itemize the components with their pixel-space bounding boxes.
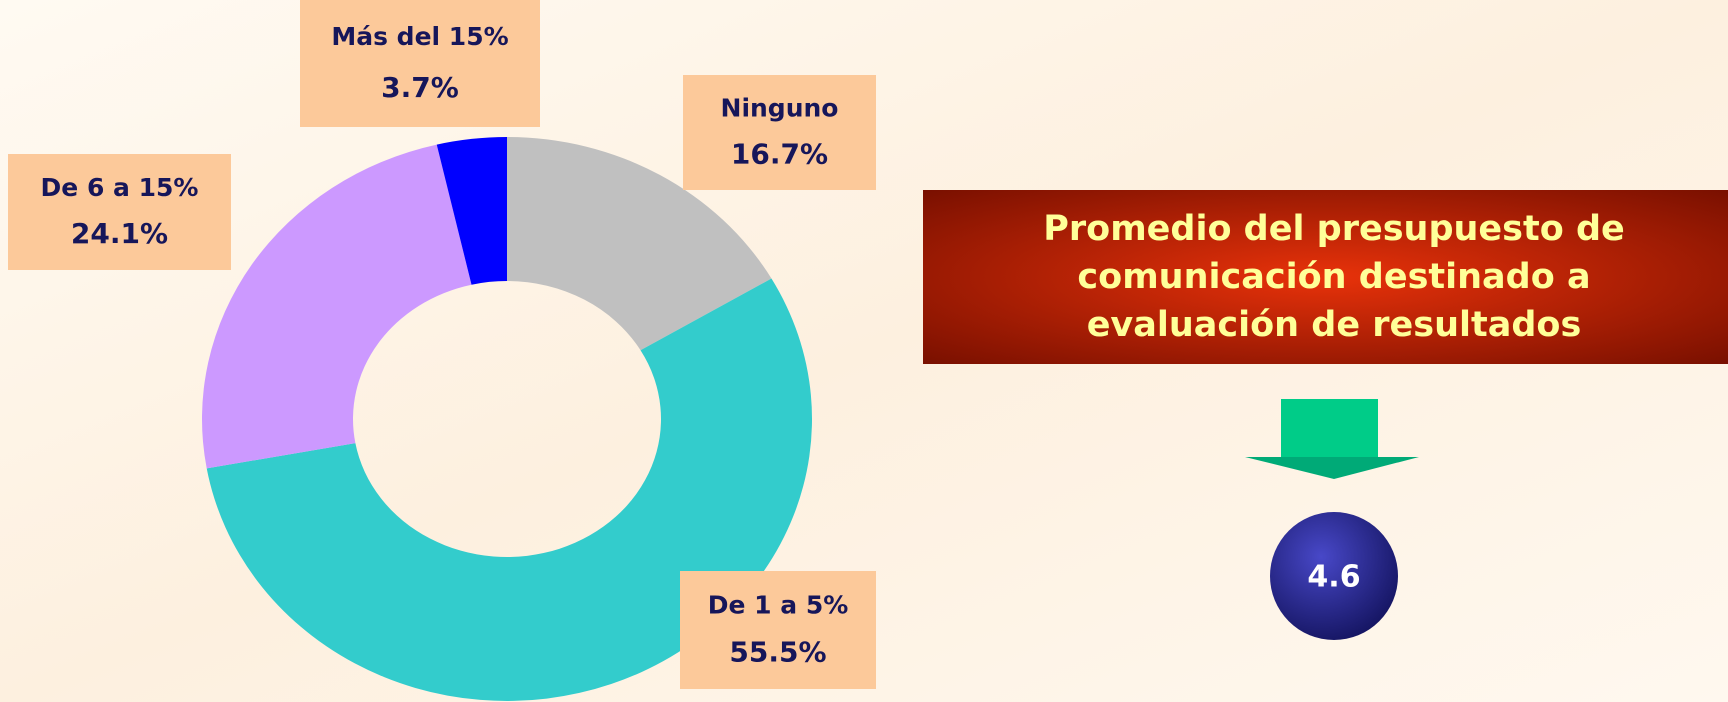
label-box [680, 571, 876, 689]
slice [436, 137, 507, 285]
label-box [8, 154, 231, 270]
donut-chart: Ninguno 16.7% De 1 a 5% 55.5% De 6 a 15% 24.1… [8, 0, 876, 702]
slice [206, 278, 813, 702]
value-label: 24.1% [71, 217, 168, 250]
category-label: Más del 15% [331, 22, 508, 51]
label-box [300, 0, 540, 127]
value-label: 16.7% [731, 138, 828, 171]
callout-title-line: Promedio del presupuesto de [1043, 209, 1625, 249]
slice [201, 144, 472, 469]
callout-value: 4.6 [1307, 560, 1360, 595]
value-label: 3.7% [381, 71, 459, 104]
value-label: 55.5% [729, 636, 826, 669]
callout-title-line: comunicación destinado a [1077, 257, 1590, 297]
callout-title-line: evaluación de resultados [1087, 305, 1582, 345]
arrow-head [1245, 457, 1419, 479]
callout-title: Promedio del presupuesto de comunicación … [1043, 209, 1625, 345]
category-label: De 6 a 15% [41, 173, 199, 202]
category-label: De 1 a 5% [708, 590, 849, 619]
arrow-shaft [1281, 399, 1378, 457]
slice [507, 137, 772, 351]
callout-box [923, 190, 1728, 364]
label-box [683, 75, 876, 190]
value-circle [1270, 512, 1398, 640]
category-label: Ninguno [721, 94, 839, 123]
